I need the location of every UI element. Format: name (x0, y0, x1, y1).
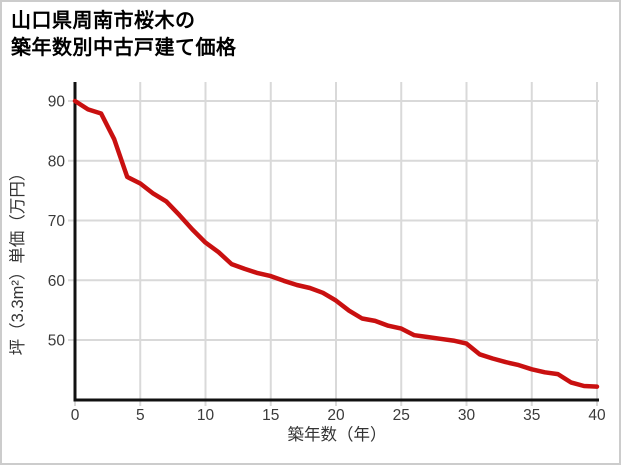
gridlines (68, 82, 599, 406)
y-tick-label: 60 (48, 273, 66, 290)
axes (73, 82, 599, 402)
chart-title-line2: 築年数別中古戸建て価格 (11, 37, 237, 59)
chart-title-line1: 山口県周南市桜木の (11, 10, 196, 32)
y-tick-label: 70 (48, 213, 66, 230)
x-tick-label: 0 (71, 407, 80, 424)
y-tick-label: 50 (48, 333, 66, 350)
y-tick-label: 80 (48, 153, 66, 170)
y-axis-label: 坪（3.3m²）単価（万円） (8, 165, 27, 356)
tick-labels: 50 60 70 80 90 0 5 10 15 20 25 30 35 40 (48, 94, 606, 425)
x-tick-label: 5 (136, 407, 145, 424)
x-axis-label: 築年数（年） (288, 425, 387, 444)
y-tick-label: 90 (48, 94, 66, 111)
x-tick-label: 30 (458, 407, 476, 424)
price-line (72, 98, 600, 389)
x-tick-label: 20 (327, 407, 345, 424)
x-tick-label: 25 (393, 407, 410, 424)
x-tick-label: 15 (262, 407, 279, 424)
x-tick-label: 40 (588, 407, 606, 424)
x-tick-label: 10 (197, 407, 215, 424)
x-tick-label: 35 (523, 407, 540, 424)
price-line-series (72, 98, 600, 389)
chart-title: 山口県周南市桜木の 築年数別中古戸建て価格 (11, 8, 237, 62)
